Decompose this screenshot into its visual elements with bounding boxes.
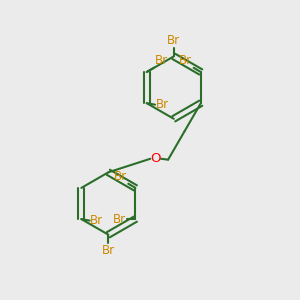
Text: Br: Br xyxy=(179,54,193,67)
Text: Br: Br xyxy=(102,244,115,256)
Text: Br: Br xyxy=(167,34,180,47)
Text: Br: Br xyxy=(155,54,168,67)
Text: Br: Br xyxy=(156,98,169,111)
Text: Br: Br xyxy=(113,213,127,226)
Text: Br: Br xyxy=(90,214,104,227)
Text: O: O xyxy=(150,152,161,165)
Text: Br: Br xyxy=(114,170,127,183)
